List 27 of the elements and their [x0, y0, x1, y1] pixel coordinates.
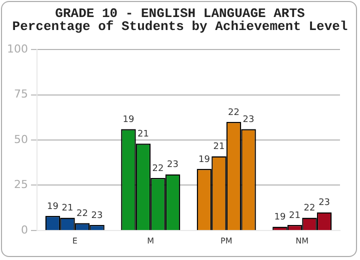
x-tick-label: PM: [220, 236, 232, 246]
text: 22: [152, 164, 164, 174]
series-label: 23: [242, 114, 254, 125]
x-tick-label: M: [147, 236, 154, 246]
y-tick-label: 0: [20, 223, 28, 236]
text: 23: [318, 198, 330, 208]
y-tick-label: 75: [14, 88, 28, 101]
series-label: 21: [62, 204, 74, 214]
y-tick-label: 25: [14, 178, 28, 192]
text: 21: [138, 129, 149, 140]
x-tick-label: E: [72, 236, 78, 246]
series-label: 22: [304, 204, 316, 214]
y-tick-label: 100: [6, 42, 28, 56]
chart-title: GRADE 10 - ENGLISH LANGUAGE ARTS: [54, 6, 306, 21]
text: 21: [289, 210, 300, 221]
text: 21: [213, 142, 225, 152]
chart-subtitle: Percentage of Students by Achievement Level: [11, 19, 349, 34]
text: 23: [167, 160, 179, 170]
text: 23: [91, 210, 103, 221]
text: 19: [274, 212, 286, 223]
text: 22: [76, 209, 88, 220]
text: 19: [122, 114, 134, 125]
y-tick-label: 50: [14, 132, 28, 146]
x-tick-label: NM: [296, 236, 309, 246]
text: 22: [228, 108, 240, 118]
text: 19: [198, 154, 210, 165]
series-label: 19: [46, 202, 59, 212]
